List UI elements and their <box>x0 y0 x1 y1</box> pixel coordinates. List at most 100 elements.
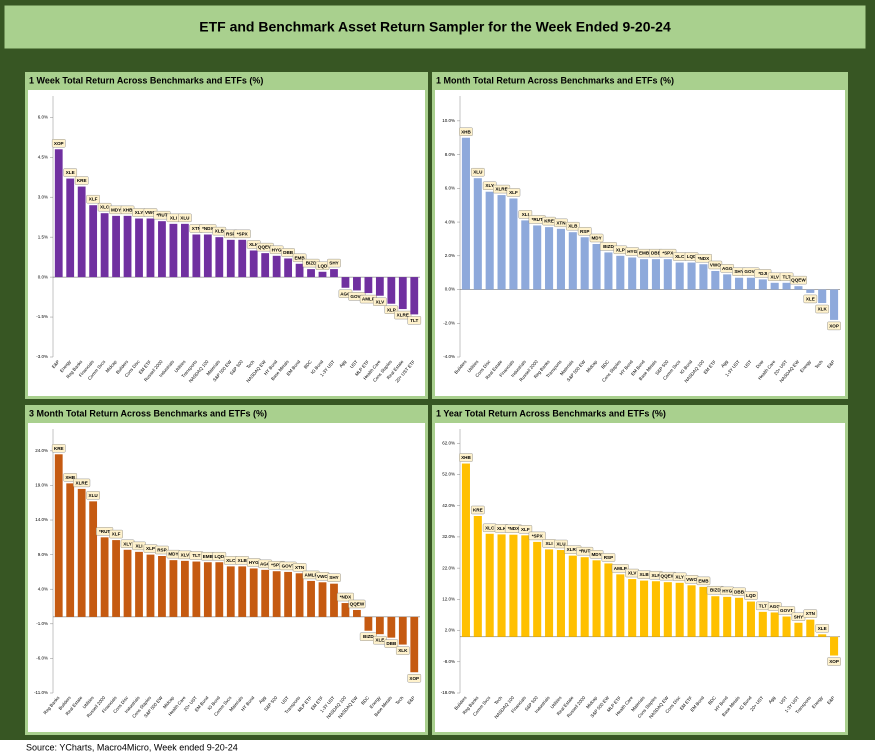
bar <box>758 279 767 290</box>
bar <box>711 270 720 290</box>
bar <box>830 289 839 320</box>
data-label-box <box>394 310 412 320</box>
bar <box>330 583 338 617</box>
bar <box>398 277 407 310</box>
bar <box>758 611 767 637</box>
bar <box>545 549 554 637</box>
data-label: XLK <box>818 307 828 312</box>
bar <box>146 218 155 278</box>
bar <box>112 215 120 278</box>
bar <box>238 566 247 617</box>
y-tick-label: 24.0% <box>35 448 48 453</box>
data-label-box <box>327 573 341 582</box>
data-label: XLC <box>485 525 495 530</box>
bar <box>473 515 482 637</box>
data-label: SHY <box>734 269 743 274</box>
bar <box>100 213 109 278</box>
bar <box>215 562 224 617</box>
data-label: LQD <box>214 554 224 559</box>
x-tick-label: UST <box>349 359 359 369</box>
y-tick-label: 2.0% <box>445 253 455 258</box>
x-tick-label: Agg <box>258 695 267 705</box>
data-label: XLU <box>473 170 483 175</box>
page-title: ETF and Benchmark Asset Return Sampler f… <box>199 19 671 35</box>
bar <box>158 221 166 278</box>
plot-area <box>435 90 845 396</box>
data-label-box <box>373 297 387 306</box>
x-tick-label: E&P <box>826 359 836 369</box>
data-label-box <box>554 539 568 549</box>
chart-title: 1 Year Total Return Across Benchmarks an… <box>436 408 666 418</box>
data-label-box <box>51 139 66 148</box>
data-label: XLK <box>398 648 408 653</box>
data-label: GOVT <box>744 269 757 274</box>
data-label: QQEW <box>661 574 676 579</box>
bar <box>509 198 518 290</box>
bar <box>169 223 178 278</box>
chart-title: 1 Week Total Return Across Benchmarks an… <box>29 75 263 85</box>
bar <box>711 596 720 637</box>
data-label: XLY <box>675 574 684 579</box>
data-label-box <box>86 491 100 500</box>
data-label: XLC <box>675 254 685 259</box>
bar <box>521 535 530 637</box>
bar <box>89 501 98 617</box>
data-label: XLC <box>100 205 110 210</box>
data-label: XLF <box>89 197 98 202</box>
bar <box>169 560 178 617</box>
data-label: KRE <box>473 508 483 513</box>
data-label: AGG <box>769 604 780 609</box>
x-tick-label: Agg <box>767 695 776 705</box>
data-label-box <box>384 639 399 648</box>
x-tick-label: Dow <box>755 359 765 370</box>
data-label: GOVT <box>282 563 295 568</box>
bar <box>687 262 696 290</box>
x-tick-label: UST <box>280 695 290 705</box>
data-label: *SPX <box>532 533 544 538</box>
x-tick-label: Tech <box>395 695 405 706</box>
x-tick-label: Agg <box>720 359 729 369</box>
data-label-box <box>518 525 533 534</box>
bar <box>806 619 815 637</box>
data-label: XLF <box>521 527 530 532</box>
x-tick-label: BDC <box>303 359 313 370</box>
data-label: EMB <box>639 251 650 256</box>
data-label: TLT <box>759 603 767 608</box>
data-label: *SPX <box>662 251 674 256</box>
bar <box>556 550 565 637</box>
y-tick-label: 0.0% <box>38 274 48 279</box>
y-tick-label: -2.0% <box>443 320 455 325</box>
bar <box>364 616 373 631</box>
bar <box>387 616 396 638</box>
x-tick-label: Tech <box>814 359 824 370</box>
data-label: XLB <box>568 224 578 229</box>
bar <box>272 255 281 278</box>
bar <box>410 277 419 315</box>
data-label-box <box>63 168 78 177</box>
y-tick-label: -1.5% <box>36 314 48 319</box>
data-label: KRE <box>77 178 87 183</box>
y-tick-label: 42.0% <box>442 503 455 508</box>
data-label: *SPX <box>237 231 249 236</box>
data-label: XLV <box>181 552 191 557</box>
data-label: XLU <box>89 493 99 498</box>
x-tick-label: BDC <box>360 695 370 706</box>
bar <box>341 277 350 288</box>
data-label: XLI <box>135 543 142 548</box>
data-label: RSP <box>580 229 589 234</box>
bar <box>318 271 327 278</box>
data-label: XLY <box>123 541 132 546</box>
data-label-box <box>744 591 758 600</box>
data-label-box <box>109 529 123 539</box>
bar <box>100 537 109 617</box>
bar <box>592 243 601 290</box>
data-label: VWO <box>710 262 721 267</box>
data-label: XLI <box>522 212 529 217</box>
data-label: EMB <box>698 578 709 583</box>
data-label: AGG <box>722 266 733 271</box>
bar <box>112 540 120 617</box>
data-label: DBB <box>283 250 294 255</box>
data-label-box <box>73 478 91 488</box>
data-label: AMLP <box>305 572 318 577</box>
bar <box>616 255 625 290</box>
